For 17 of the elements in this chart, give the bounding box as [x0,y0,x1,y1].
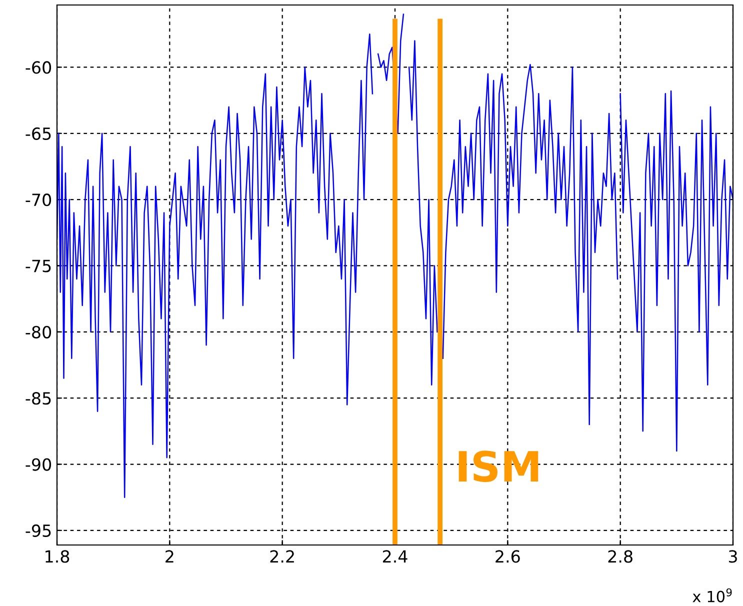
y-tick-label: -95 [26,524,51,538]
y-tick-label: -60 [26,61,52,74]
annotation: ISM [458,450,538,482]
y-tick-label: -70 [26,194,52,206]
x-tick-label: 1.8 [46,550,70,563]
y-tick-label: -80 [26,326,52,338]
y-tick-label: -85 [26,392,51,405]
y-tick-label: -75 [26,260,51,272]
x-tick-label: 2.4 [382,550,408,563]
text: x 10$^{9}$ [692,588,732,602]
x-tick-label: 2.8 [608,550,632,563]
x-tick-label: 2.6 [496,550,520,563]
y-tick-label: -65 [26,127,51,140]
x-tick-label: 2.2 [270,550,294,563]
x-tick-label: 3 [728,550,737,563]
x-tick-label: 2 [166,550,174,563]
y-tick-label: -90 [26,458,52,471]
